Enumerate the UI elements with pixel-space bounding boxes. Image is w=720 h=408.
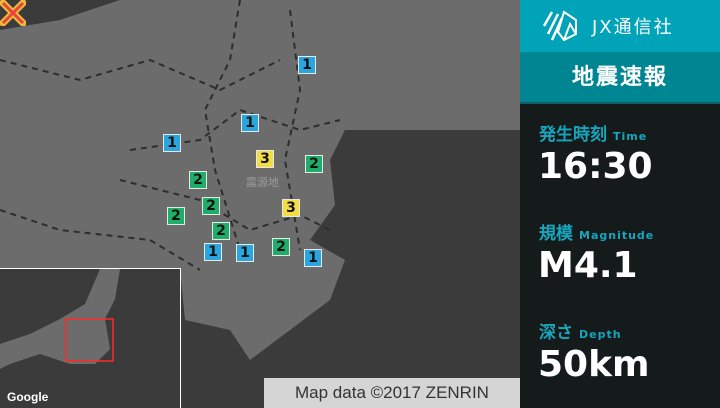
info-panel: JX通信社 地震速報 発生時刻 Time 16:30 規模 Magnitude M4… <box>520 0 720 408</box>
magnitude-label: 規模 Magnitude <box>539 224 655 244</box>
overview-inset-map[interactable] <box>0 268 181 408</box>
intensity-marker[interactable]: 1 <box>204 243 222 261</box>
epicenter-label: 震源地 <box>246 176 279 189</box>
depth-value: 50km <box>538 344 650 385</box>
intensity-marker[interactable]: 2 <box>202 197 220 215</box>
google-logo: Google <box>7 390 49 404</box>
intensity-marker[interactable]: 2 <box>272 238 290 256</box>
inset-terrain <box>0 269 120 369</box>
intensity-marker[interactable]: 2 <box>189 171 207 189</box>
time-value: 16:30 <box>538 146 653 187</box>
magnitude-value: M4.1 <box>538 245 638 286</box>
time-label: 発生時刻 Time <box>539 125 648 145</box>
intensity-marker[interactable]: 2 <box>212 222 230 240</box>
earthquake-map[interactable]: 1 1 1 3 2 2 2 2 3 2 1 1 2 1 震源地 Google M… <box>0 0 520 408</box>
brand-name: JX通信社 <box>592 17 674 38</box>
inset-focus-rect <box>65 318 114 362</box>
intensity-marker[interactable]: 2 <box>305 155 323 173</box>
panel-title: 地震速報 <box>520 52 720 104</box>
intensity-marker[interactable]: 3 <box>256 150 274 168</box>
epicenter-x-icon[interactable] <box>0 0 26 26</box>
intensity-marker[interactable]: 1 <box>241 114 259 132</box>
intensity-marker[interactable]: 3 <box>282 199 300 217</box>
intensity-marker[interactable]: 1 <box>236 244 254 262</box>
brand-header: JX通信社 <box>520 0 720 52</box>
depth-label: 深さ Depth <box>539 323 622 343</box>
intensity-marker[interactable]: 1 <box>304 249 322 267</box>
intensity-marker[interactable]: 2 <box>167 207 185 225</box>
intensity-marker[interactable]: 1 <box>163 134 181 152</box>
intensity-marker[interactable]: 1 <box>298 56 316 74</box>
jx-logo-icon <box>542 10 577 42</box>
map-attribution: Map data ©2017 ZENRIN <box>264 378 520 408</box>
